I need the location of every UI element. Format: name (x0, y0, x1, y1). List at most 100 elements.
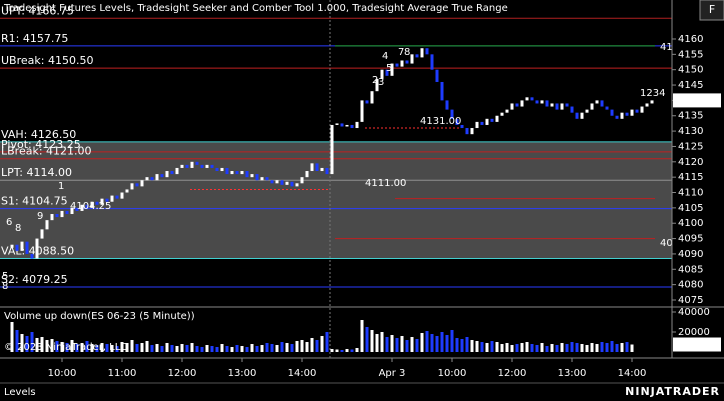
candle (440, 81, 444, 101)
volume-bar (200, 347, 204, 352)
candle (625, 112, 629, 116)
candle (15, 244, 19, 251)
volume-bar (115, 346, 119, 352)
volume-bar (95, 345, 99, 352)
volume-bar (160, 346, 164, 352)
volume-bar (40, 337, 44, 352)
x-tick-label: Apr 3 (379, 368, 406, 379)
candle (140, 180, 144, 187)
volume-bar (450, 330, 454, 352)
candle (200, 164, 204, 168)
annotation: 40 (660, 238, 673, 249)
volume-bar (220, 344, 224, 352)
volume-bar (415, 339, 419, 352)
level-label: VAH: 4126.50 (1, 128, 76, 141)
candle (250, 174, 254, 178)
annotation: 4111.00 (365, 178, 406, 189)
y-tick-label: 4110 (678, 188, 703, 199)
candle (450, 109, 454, 119)
y-tick-label: 4130 (678, 126, 703, 137)
volume-bar (420, 333, 424, 352)
volume-bar (60, 342, 64, 352)
y-tick-label: 4160 (678, 34, 703, 45)
volume-bar (270, 344, 274, 352)
volume-bar (375, 334, 379, 352)
y-tick-label: 4145 (678, 80, 703, 91)
candle (270, 180, 274, 184)
candle (405, 60, 409, 64)
candle (490, 118, 494, 122)
annotation: 6 (6, 217, 12, 228)
volume-bar (380, 332, 384, 352)
candle (620, 112, 624, 119)
volume-bar (85, 341, 89, 352)
candle (300, 177, 304, 184)
y-tick-label: 20000 (678, 327, 710, 338)
volume-bar (570, 342, 574, 352)
candle (295, 183, 299, 187)
volume-bar (290, 344, 294, 352)
volume-bar (55, 341, 59, 352)
button[interactable] (699, 0, 724, 21)
candle (305, 171, 309, 178)
candle (395, 63, 399, 67)
volume-bar (320, 336, 324, 352)
volume-bar (50, 339, 54, 352)
tab[interactable]: Levels (4, 387, 36, 398)
volume-bar (575, 343, 579, 352)
y-tick-label: 4095 (678, 234, 703, 245)
x-tick-label: 14:00 (288, 368, 317, 379)
candle (545, 100, 549, 107)
volume-bar (440, 332, 444, 352)
volume-bar (565, 344, 569, 352)
volume-bar (625, 342, 629, 352)
candle (255, 174, 259, 181)
volume-bar (425, 331, 429, 352)
candle (380, 69, 384, 79)
volume-bar (605, 343, 609, 352)
candle (600, 100, 604, 107)
volume-bar (170, 345, 174, 352)
candle (555, 103, 559, 110)
candle (160, 174, 164, 178)
volume-bar (620, 343, 624, 352)
candle (215, 167, 219, 172)
candle (145, 177, 149, 181)
candle (375, 78, 379, 92)
x-tick-label: 10:00 (48, 368, 77, 379)
candle (70, 207, 74, 215)
y-tick-label: 4100 (678, 218, 703, 229)
candle (80, 204, 84, 211)
candle (65, 210, 69, 215)
annotation: 7 (398, 47, 404, 58)
button-label[interactable]: F (709, 3, 715, 16)
candle (475, 121, 479, 129)
volume-bar (505, 343, 509, 352)
volume-bar (455, 338, 459, 352)
candle (55, 214, 59, 218)
volume-bar (300, 340, 304, 352)
candle (430, 54, 434, 70)
volume-bar (150, 345, 154, 352)
volume-bar (580, 344, 584, 352)
volume-bar (280, 342, 284, 352)
last-volume-box (673, 337, 721, 352)
volume-bar (520, 343, 524, 352)
candle (325, 167, 329, 175)
volume-bar (500, 344, 504, 352)
candle (460, 124, 464, 129)
x-tick-label: 13:00 (228, 368, 257, 379)
candle (50, 214, 54, 221)
volume-bar (480, 342, 484, 352)
candle (530, 97, 534, 101)
volume-bar (180, 344, 184, 352)
level-label: LBreak: 4121.00 (1, 145, 92, 158)
volume-bar (120, 342, 124, 352)
volume-bar (30, 332, 34, 352)
annotation: 1234 (640, 88, 665, 99)
volume-bar (330, 349, 334, 352)
volume-bar (295, 341, 299, 352)
annotation: 1 (58, 181, 64, 192)
volume-bar (385, 337, 389, 352)
